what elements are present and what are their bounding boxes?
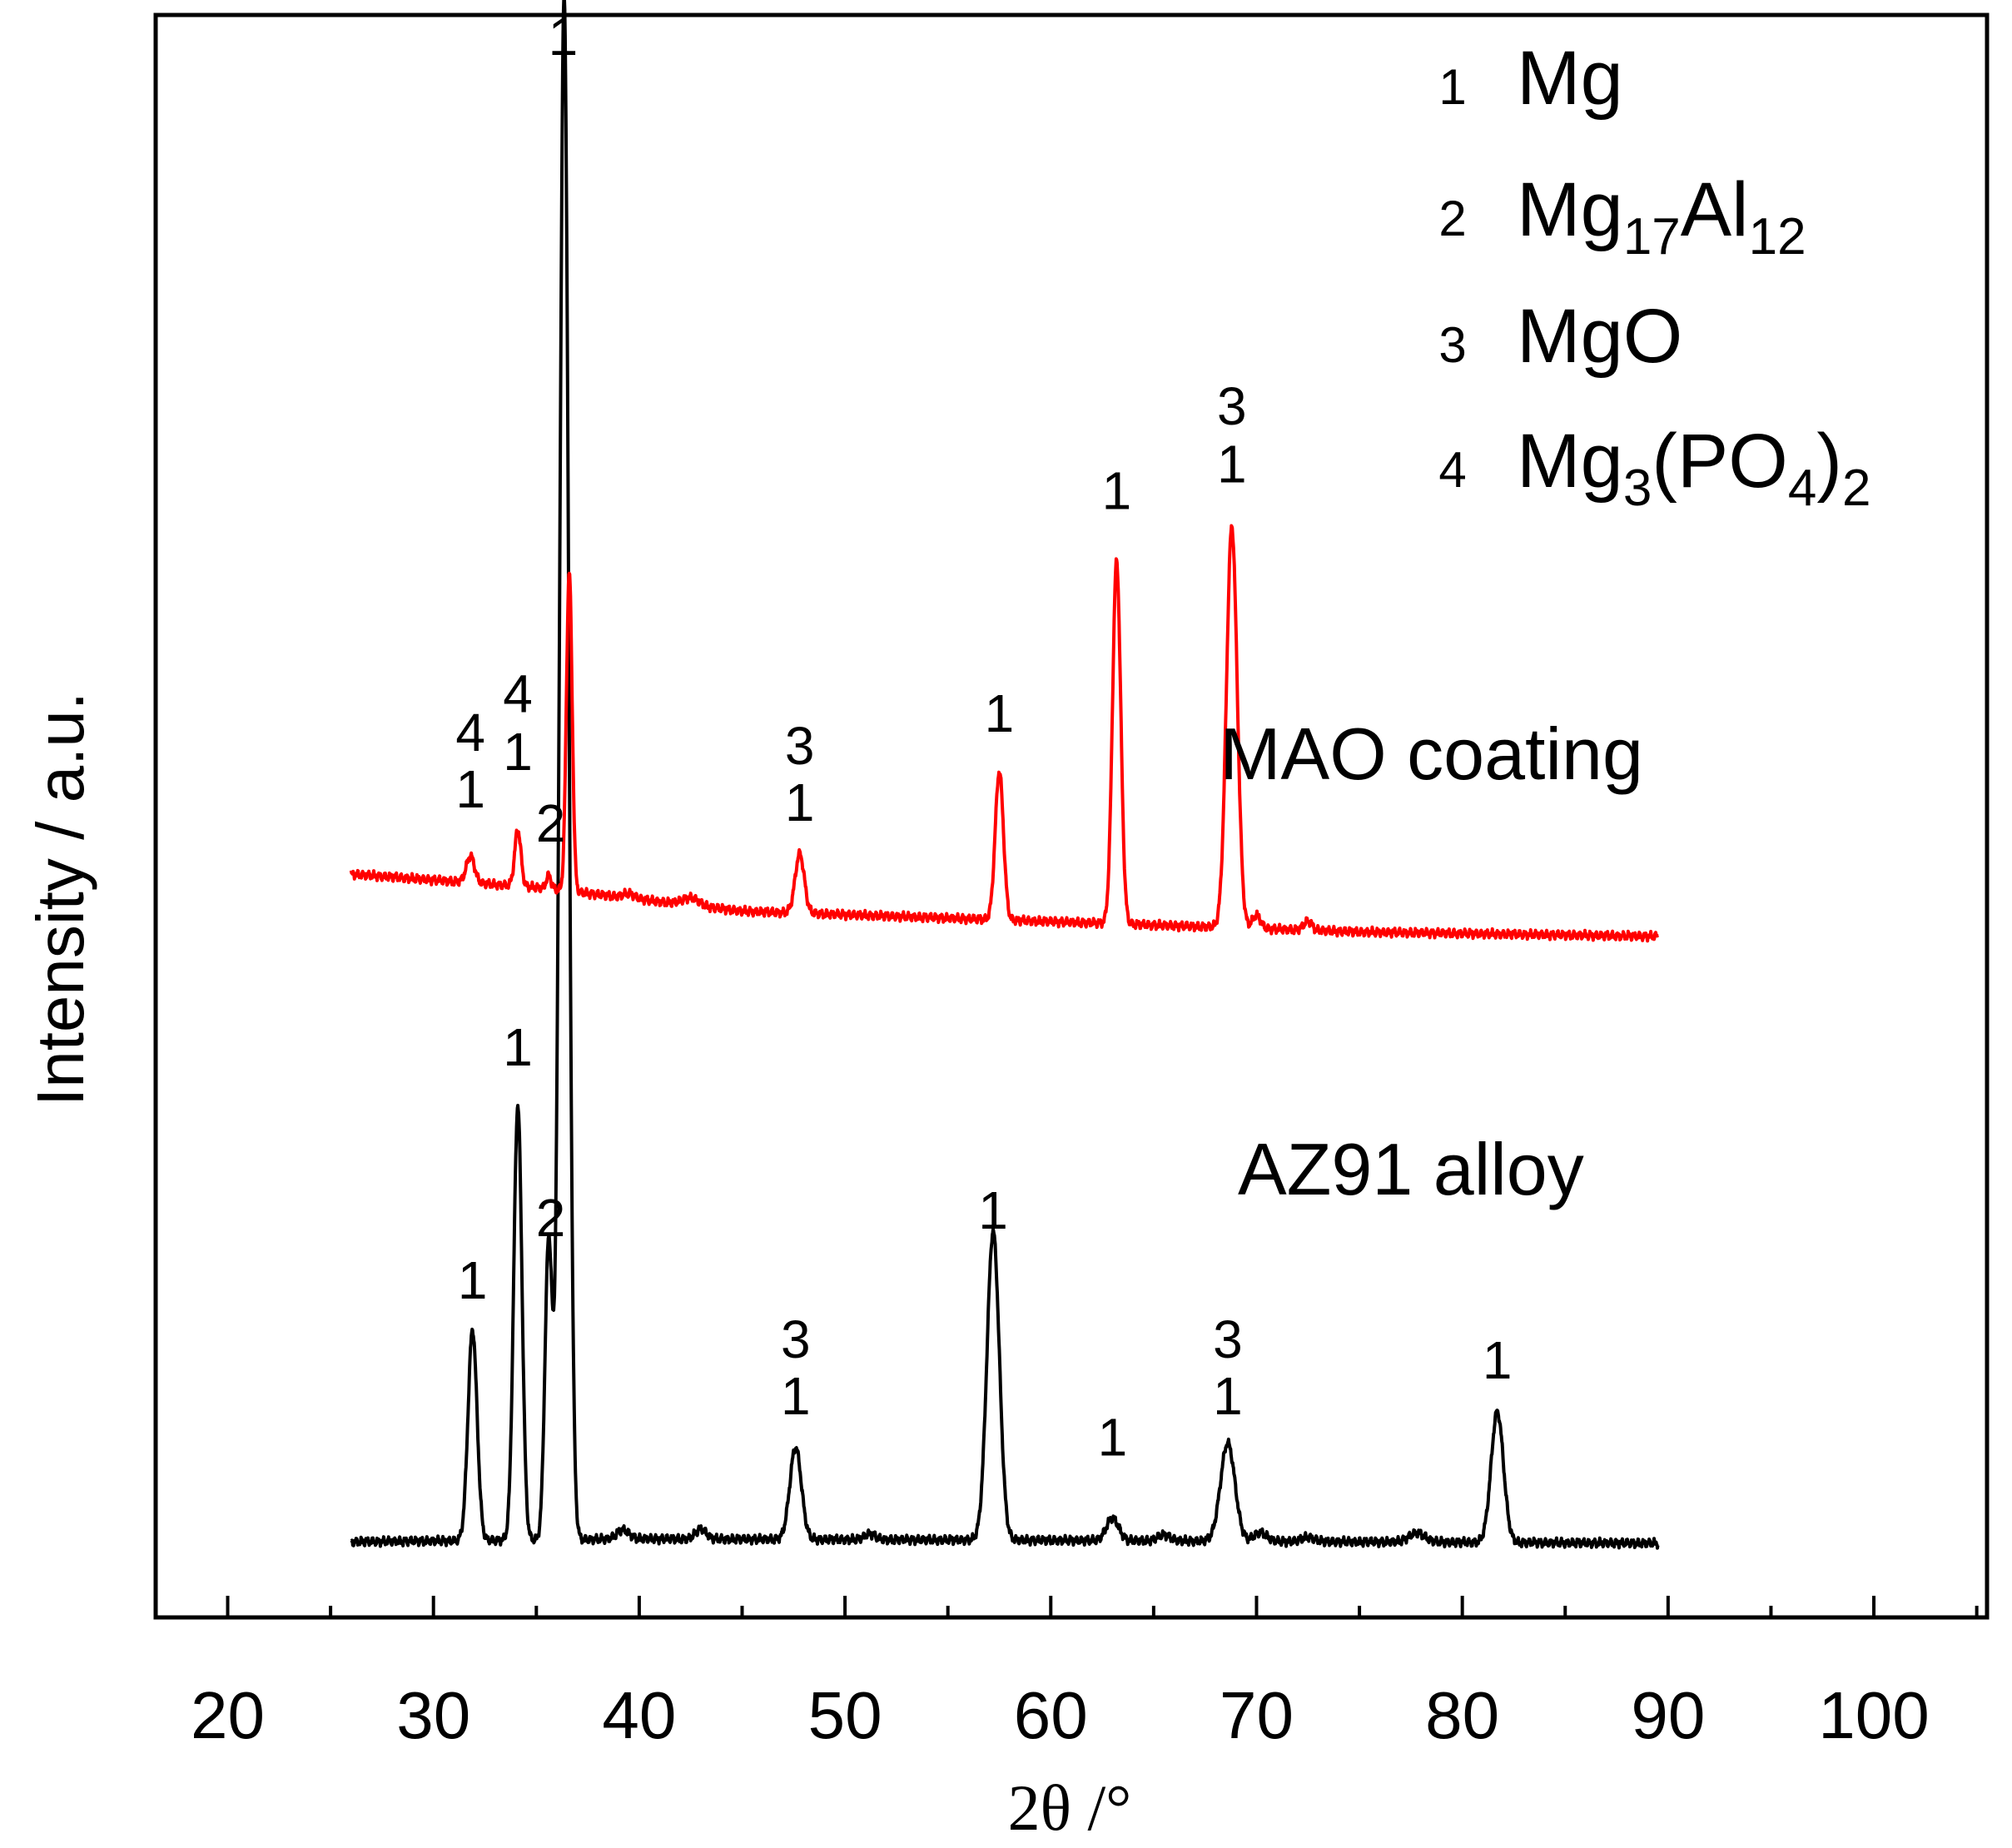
peak-label: 1: [549, 7, 579, 67]
series-line-mao-coating: [349, 524, 1660, 943]
x-tick-label: 40: [602, 1678, 676, 1752]
x-tick-label: 30: [396, 1678, 470, 1752]
peak-label: 3: [1217, 376, 1247, 436]
legend-formula-part: Mg: [1517, 167, 1623, 252]
peak-label: 1: [455, 759, 485, 819]
x-axis-ticks: 20 30 40 50 60 70 80 90 100: [191, 1596, 1979, 1752]
x-tick-label: 80: [1425, 1678, 1499, 1752]
x-tick-label: 90: [1631, 1678, 1705, 1752]
legend-formula: Mg17Al12: [1517, 167, 1806, 266]
legend-formula-part: ): [1816, 419, 1842, 504]
legend-formula: MgO: [1517, 294, 1682, 379]
legend-formula-part: Mg: [1517, 419, 1623, 504]
legend-formula-part: 17: [1623, 208, 1681, 266]
peak-label: 1: [785, 772, 815, 832]
legend-formula-part: 4: [1788, 460, 1816, 517]
plot-frame: [153, 12, 1990, 1620]
legend-number: 1: [1438, 59, 1466, 115]
legend-formula: Mg: [1517, 36, 1623, 121]
peak-label: 3: [785, 716, 815, 776]
peak-label: 1: [978, 1180, 1008, 1240]
x-tick-label: 50: [808, 1678, 882, 1752]
legend-formula-part: 3: [1623, 460, 1652, 517]
peak-label: 4: [455, 703, 485, 763]
legend-formula: Mg3(PO4)2: [1517, 419, 1870, 517]
x-tick-label: 100: [1818, 1678, 1929, 1752]
legend-formula-part: Al: [1681, 167, 1749, 252]
x-tick-label: 20: [191, 1678, 265, 1752]
legend-formula-part: 2: [1842, 460, 1870, 517]
legend-formula-part: MgO: [1517, 294, 1682, 379]
peak-label: 2: [536, 793, 566, 853]
series-label: MAO coating: [1220, 713, 1643, 795]
peak-label: 3: [1213, 1309, 1243, 1369]
legend-formula-part: Mg: [1517, 36, 1623, 121]
peak-label: 1: [503, 722, 533, 782]
peak-label: 3: [781, 1309, 811, 1369]
series-line-az91-alloy: [350, 0, 1660, 1550]
peak-label: 1: [1213, 1366, 1243, 1426]
legend-number: 3: [1438, 317, 1466, 373]
legend-number: 4: [1438, 442, 1466, 498]
series-layer: [349, 0, 1660, 1550]
peak-label: 1: [781, 1366, 811, 1426]
legend-number: 2: [1438, 191, 1466, 246]
peak-label: 1: [1102, 461, 1132, 521]
peak-label: 1: [1483, 1330, 1513, 1390]
x-tick-label: 60: [1014, 1678, 1088, 1752]
peak-label: 2: [536, 1188, 566, 1248]
legend-formula-part: (PO: [1652, 419, 1788, 504]
series-label: AZ91 alloy: [1238, 1128, 1584, 1210]
legend-formula-part: 12: [1749, 208, 1806, 266]
peak-label: 1: [503, 1017, 533, 1077]
y-axis-label: Intensity / a.u.: [23, 692, 97, 1106]
peak-label: 1: [985, 683, 1015, 743]
series-labels: MAO coating AZ91 alloy: [1220, 713, 1643, 1210]
peak-label: 4: [503, 664, 533, 724]
x-tick-label: 70: [1220, 1678, 1294, 1752]
x-axis-label: 2θ /°: [1008, 1771, 1132, 1844]
peak-label: 1: [1098, 1408, 1128, 1468]
peak-label: 1: [458, 1250, 488, 1310]
peak-label: 1: [1217, 434, 1247, 494]
